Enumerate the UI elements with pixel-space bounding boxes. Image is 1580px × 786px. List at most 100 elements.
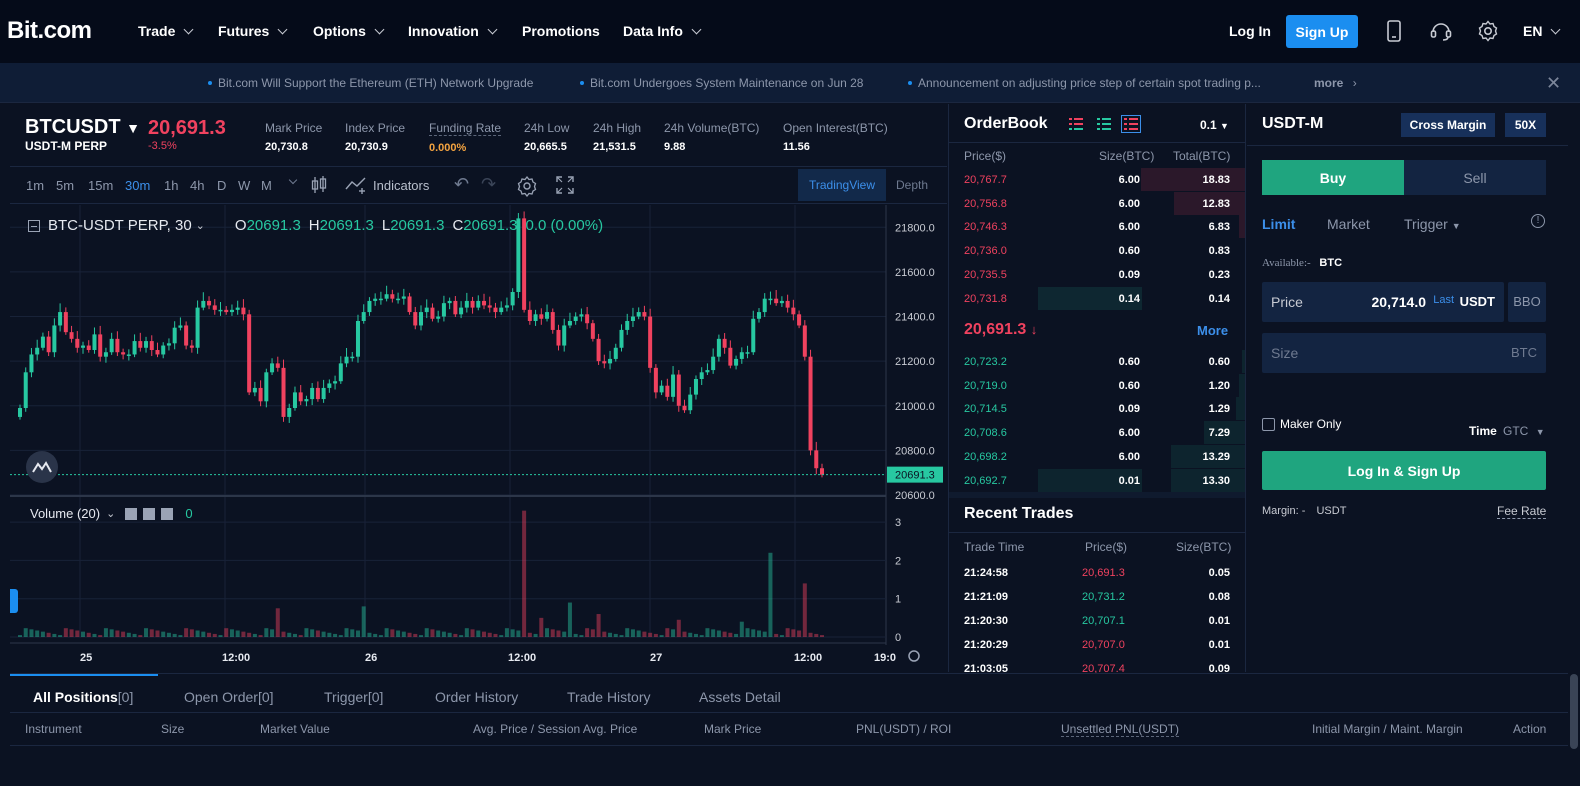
tab-open-order[interactable]: Open Order[0] [184, 689, 274, 705]
order-type-trigger[interactable]: Trigger ▼ [1404, 216, 1461, 232]
bullet-icon [908, 81, 912, 85]
col-unsettled-pnl[interactable]: Unsettled PNL(USDT) [1061, 722, 1180, 737]
timeframe-m[interactable]: M [261, 178, 272, 193]
announcement-item[interactable]: Bit.com Undergoes System Maintenance on … [580, 76, 863, 90]
candle-body [396, 298, 401, 301]
indicators-icon[interactable] [345, 175, 369, 195]
bid-row[interactable]: 20,698.2 6.00 13.29 [949, 444, 1245, 468]
timeframe-1m[interactable]: 1m [26, 178, 45, 193]
nav-data-info[interactable]: Data Info [623, 23, 702, 39]
timeframe-15m[interactable]: 15m [88, 178, 114, 193]
timeframe-30m[interactable]: 30m [125, 178, 151, 193]
side-panel-handle[interactable] [10, 589, 18, 613]
price-input[interactable]: Price 20,714.0 Last USDT [1262, 282, 1504, 322]
tab-trigger[interactable]: Trigger[0] [324, 689, 383, 705]
page-scrollbar[interactable] [1568, 104, 1580, 786]
ask-row[interactable]: 20,756.8 6.00 12.83 [949, 191, 1245, 215]
bid-row[interactable]: 20,692.7 0.01 13.30 [949, 468, 1245, 492]
settings-icon[interactable] [1477, 20, 1499, 42]
price-last-link[interactable]: Last [1433, 294, 1454, 306]
announcement-item[interactable]: Announcement on adjusting price step of … [908, 76, 1261, 90]
sell-tab[interactable]: Sell [1404, 160, 1546, 195]
orderbook-both-icon[interactable] [1068, 117, 1084, 131]
tab-order-history[interactable]: Order History [435, 689, 519, 705]
timeframe-5m[interactable]: 5m [56, 178, 75, 193]
logo[interactable]: Bit.com [7, 17, 92, 44]
maker-only-checkbox[interactable]: Maker Only [1262, 417, 1341, 431]
candle-type-icon[interactable] [310, 175, 328, 195]
order-type-limit[interactable]: Limit [1262, 216, 1296, 232]
chart-settings-icon[interactable] [516, 175, 538, 197]
tab-all-positions[interactable]: All Positions[0] [33, 689, 133, 705]
more-announcements-link[interactable]: more › [1314, 76, 1357, 90]
ask-row[interactable]: 20,736.0 0.60 0.83 [949, 239, 1245, 262]
close-icon[interactable]: ✕ [1546, 73, 1562, 93]
orderbook-more-link[interactable]: More [1197, 323, 1229, 338]
language-selector[interactable]: EN [1523, 23, 1561, 39]
tradingview-logo-icon[interactable] [26, 451, 58, 483]
stat-funding-rate[interactable]: Funding Rate 0.000% [429, 121, 502, 154]
undo-icon[interactable]: ↶ [454, 174, 470, 194]
eye-icon[interactable] [125, 507, 138, 520]
fullscreen-icon[interactable] [556, 176, 574, 194]
mobile-icon[interactable] [1383, 20, 1405, 42]
margin-mode-button[interactable]: Cross Margin [1401, 113, 1495, 137]
timeframe-4h[interactable]: 4h [190, 178, 205, 193]
settings-small-icon[interactable] [143, 507, 156, 520]
symbol-selector[interactable]: BTCUSDT ▼ [25, 116, 140, 139]
remove-icon[interactable] [161, 507, 174, 520]
order-type-market[interactable]: Market [1327, 216, 1370, 232]
bbo-button[interactable]: BBO [1508, 282, 1546, 322]
depth-tab[interactable]: Depth [896, 178, 929, 192]
timeframe-w[interactable]: W [238, 178, 251, 193]
tradingview-tab[interactable]: TradingView [798, 169, 886, 201]
chevron-down-icon[interactable]: ⌄ [106, 508, 116, 520]
signup-button[interactable]: Sign Up [1286, 15, 1358, 48]
chevron-down-icon[interactable]: ⌄ [195, 220, 205, 232]
price-step-selector[interactable]: 0.1 ▼ [1200, 118, 1229, 132]
login-signup-button[interactable]: Log In & Sign Up [1262, 451, 1546, 490]
available-label: Available:- [1262, 257, 1311, 269]
bid-row[interactable]: 20,714.5 0.09 1.29 [949, 397, 1245, 421]
stat-open-interest: Open Interest(BTC) 11.56 [783, 121, 888, 153]
candlestick-chart[interactable]: 21800.0 21600.0 21400.0 21200.0 21000.0 20800… [10, 205, 947, 672]
tab-trade-history[interactable]: Trade History [567, 689, 651, 705]
indicators-button[interactable]: Indicators [373, 178, 430, 193]
bid-row[interactable]: 20,723.2 0.60 0.60 [949, 350, 1245, 373]
candle-body [659, 385, 664, 393]
orderbook-bids-icon[interactable] [1096, 117, 1112, 131]
login-button[interactable]: Log In [1229, 23, 1271, 39]
tab-assets-detail[interactable]: Assets Detail [699, 689, 781, 705]
timeframe-1h[interactable]: 1h [164, 178, 179, 193]
ask-row[interactable]: 20,731.8 0.14 0.14 [949, 286, 1245, 310]
volume-bar [75, 630, 80, 637]
checkbox-icon[interactable] [1262, 417, 1275, 431]
nav-trade[interactable]: Trade [138, 23, 194, 39]
time-in-force-selector[interactable]: GTC ▼ [1503, 424, 1545, 438]
bid-row[interactable]: 20,708.6 6.00 7.29 [949, 421, 1245, 445]
chevron-down-icon[interactable] [288, 175, 298, 185]
nav-innovation[interactable]: Innovation [408, 23, 498, 39]
leverage-button[interactable]: 50X [1505, 113, 1546, 137]
ask-row[interactable]: 20,767.7 6.00 18.83 [949, 168, 1245, 191]
collapse-icon[interactable] [28, 219, 40, 232]
ask-row[interactable]: 20,735.5 0.09 0.23 [949, 263, 1245, 286]
redo-icon[interactable]: ↷ [481, 174, 497, 194]
fee-rate-link[interactable]: Fee Rate [1497, 504, 1547, 519]
timeframe-d[interactable]: D [217, 178, 227, 193]
bid-row[interactable]: 20,719.0 0.60 1.20 [949, 373, 1245, 397]
nav-options[interactable]: Options [313, 23, 385, 39]
order-price: 20,736.0 [964, 245, 1007, 258]
info-icon[interactable]: ! [1531, 214, 1545, 228]
scrollbar-thumb[interactable] [1570, 674, 1578, 749]
support-icon[interactable] [1430, 20, 1452, 42]
announcement-item[interactable]: Bit.com Will Support the Ethereum (ETH) … [208, 76, 533, 90]
orderbook-asks-icon[interactable] [1121, 115, 1141, 133]
buy-tab[interactable]: Buy [1262, 160, 1404, 195]
nav-promotions[interactable]: Promotions [522, 23, 600, 39]
ask-row[interactable]: 20,746.3 6.00 6.83 [949, 215, 1245, 239]
size-input[interactable]: Size BTC [1262, 333, 1546, 373]
axis-settings-icon[interactable] [908, 650, 920, 662]
nav-futures[interactable]: Futures [218, 23, 288, 39]
price-chart[interactable]: 21800.0 21600.0 21400.0 21200.0 21000.0 20800… [10, 205, 947, 672]
